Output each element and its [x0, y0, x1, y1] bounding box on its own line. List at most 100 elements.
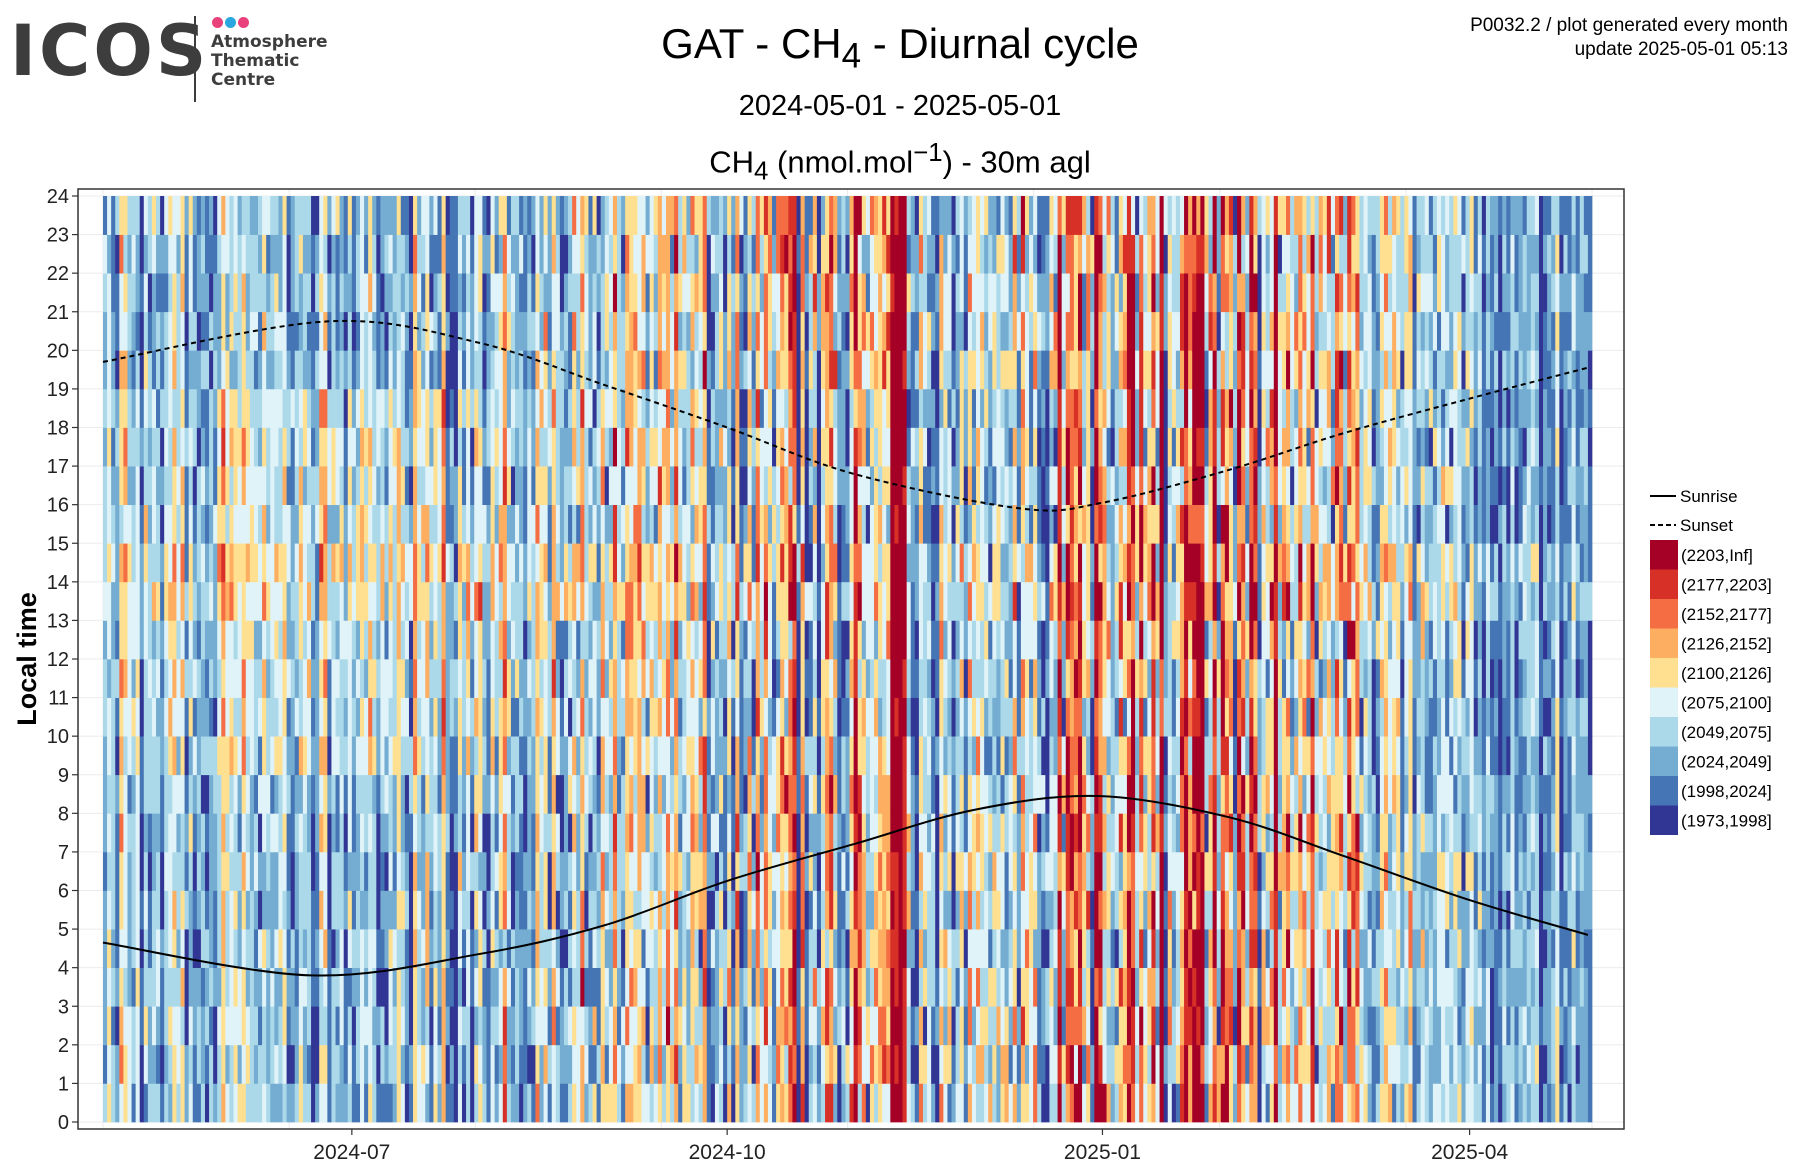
- heatmap-cell: [502, 581, 508, 621]
- heatmap-cell: [319, 350, 324, 390]
- heatmap-cell: [217, 697, 222, 737]
- heatmap-cell: [743, 504, 748, 544]
- heatmap-cell: [641, 350, 646, 390]
- heatmap-cell: [665, 736, 671, 776]
- heatmap-cell: [510, 813, 516, 853]
- heatmap-cell: [453, 311, 459, 351]
- heatmap-cell: [939, 890, 944, 930]
- heatmap-cell: [674, 774, 679, 814]
- heatmap-cell: [323, 350, 328, 390]
- heatmap-cell: [767, 311, 773, 351]
- heatmap-cell: [878, 543, 883, 583]
- heatmap-cell: [392, 581, 398, 621]
- heatmap-cell: [645, 234, 650, 274]
- heatmap-cell: [927, 543, 932, 583]
- heatmap-cell: [657, 813, 663, 853]
- heatmap-cell: [384, 620, 389, 660]
- heatmap-cell: [580, 350, 585, 390]
- heatmap-cell: [731, 774, 736, 814]
- heatmap-cell: [886, 967, 891, 1007]
- heatmap-cell: [576, 350, 581, 390]
- heatmap-cell: [882, 929, 887, 969]
- heatmap-cell: [408, 890, 414, 930]
- heatmap-cell: [678, 466, 683, 506]
- heatmap-cell: [482, 581, 487, 621]
- heatmap-cell: [445, 929, 451, 969]
- heatmap-cell: [543, 350, 549, 390]
- heatmap-cell: [719, 851, 724, 891]
- heatmap-cell: [784, 427, 789, 467]
- heatmap-cell: [649, 736, 655, 776]
- heatmap-cell: [400, 1083, 406, 1123]
- heatmap-cell: [302, 504, 308, 544]
- heatmap-cell: [510, 620, 516, 660]
- heatmap-cell: [580, 929, 585, 969]
- heatmap-cell: [506, 196, 512, 235]
- heatmap-cell: [922, 659, 928, 698]
- heatmap-cell: [453, 967, 459, 1007]
- heatmap-cell: [841, 697, 846, 737]
- heatmap-cell: [759, 1006, 765, 1046]
- heatmap-cell: [433, 466, 438, 506]
- heatmap-cell: [107, 543, 112, 583]
- heatmap-cell: [621, 543, 626, 583]
- heatmap-cell: [245, 1044, 251, 1084]
- heatmap-cell: [706, 273, 712, 313]
- heatmap-cell: [751, 774, 757, 814]
- heatmap-cell: [829, 581, 834, 621]
- heatmap-cell: [641, 196, 646, 235]
- heatmap-cell: [645, 929, 650, 969]
- heatmap-cell: [510, 427, 516, 467]
- heatmap-cell: [608, 427, 614, 467]
- heatmap-cell: [935, 504, 940, 544]
- heatmap-cell: [910, 813, 916, 853]
- heatmap-cell: [506, 736, 512, 776]
- heatmap-cell: [588, 929, 593, 969]
- heatmap-cell: [486, 196, 491, 235]
- heatmap-cell: [461, 697, 467, 737]
- heatmap-cell: [910, 620, 916, 660]
- heatmap-cell: [829, 543, 834, 583]
- heatmap-cell: [478, 1044, 483, 1084]
- heatmap-cell: [335, 813, 340, 853]
- heatmap-cell: [527, 929, 532, 969]
- heatmap-cell: [527, 697, 532, 737]
- heatmap-cell: [551, 466, 557, 506]
- heatmap-cell: [922, 1044, 928, 1084]
- heatmap-cell: [364, 1006, 369, 1046]
- heatmap-cell: [833, 736, 838, 776]
- heatmap-cell: [735, 581, 740, 621]
- heatmap-cell: [262, 1006, 267, 1046]
- heatmap-cell: [315, 774, 320, 814]
- heatmap-cell: [727, 234, 732, 274]
- heatmap-cell: [115, 620, 120, 660]
- heatmap-cell: [702, 1083, 708, 1123]
- heatmap-cell: [490, 967, 495, 1007]
- heatmap-cell: [294, 196, 300, 235]
- heatmap-cell: [523, 504, 528, 544]
- heatmap-cell: [209, 427, 214, 467]
- heatmap-cell: [576, 659, 581, 698]
- heatmap-cell: [584, 311, 589, 351]
- heatmap-cell: [392, 350, 398, 390]
- heatmap-cell: [331, 466, 336, 506]
- heatmap-cell: [107, 311, 112, 351]
- heatmap-cell: [882, 697, 887, 737]
- heatmap-cell: [470, 697, 475, 737]
- heatmap-cell: [894, 234, 899, 274]
- heatmap-cell: [457, 1006, 463, 1046]
- heatmap-cell: [825, 929, 830, 969]
- heatmap-cell: [380, 890, 385, 930]
- heatmap-cell: [457, 466, 463, 506]
- heatmap-cell: [935, 659, 940, 698]
- heatmap-cell: [661, 543, 667, 583]
- heatmap-cell: [245, 504, 251, 544]
- heatmap-cell: [608, 890, 614, 930]
- heatmap-cell: [115, 388, 120, 428]
- heatmap-cell: [368, 929, 373, 969]
- heatmap-cell: [143, 774, 149, 814]
- heatmap-cell: [927, 967, 932, 1007]
- heatmap-cell: [816, 466, 822, 506]
- heatmap-cell: [584, 350, 589, 390]
- heatmap-cell: [690, 388, 695, 428]
